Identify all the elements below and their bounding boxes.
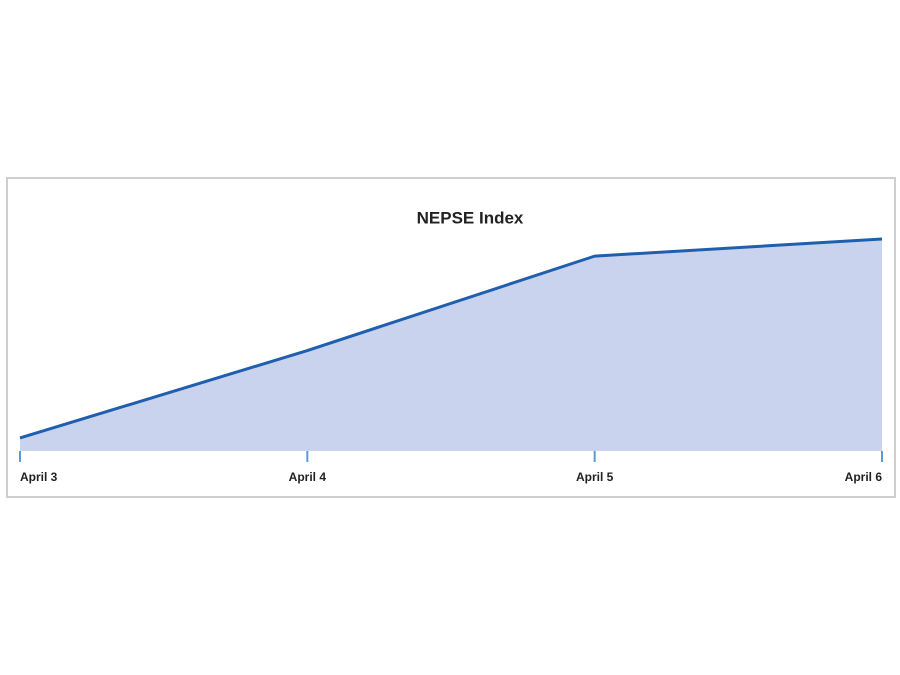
- area: [20, 239, 882, 451]
- x-tick-label: April 4: [289, 470, 327, 484]
- chart-title: NEPSE Index: [417, 208, 524, 227]
- x-tick-label: April 5: [576, 470, 614, 484]
- x-tick-label: April 3: [20, 470, 58, 484]
- x-tick-label: April 6: [845, 470, 883, 484]
- line: [19, 237, 883, 440]
